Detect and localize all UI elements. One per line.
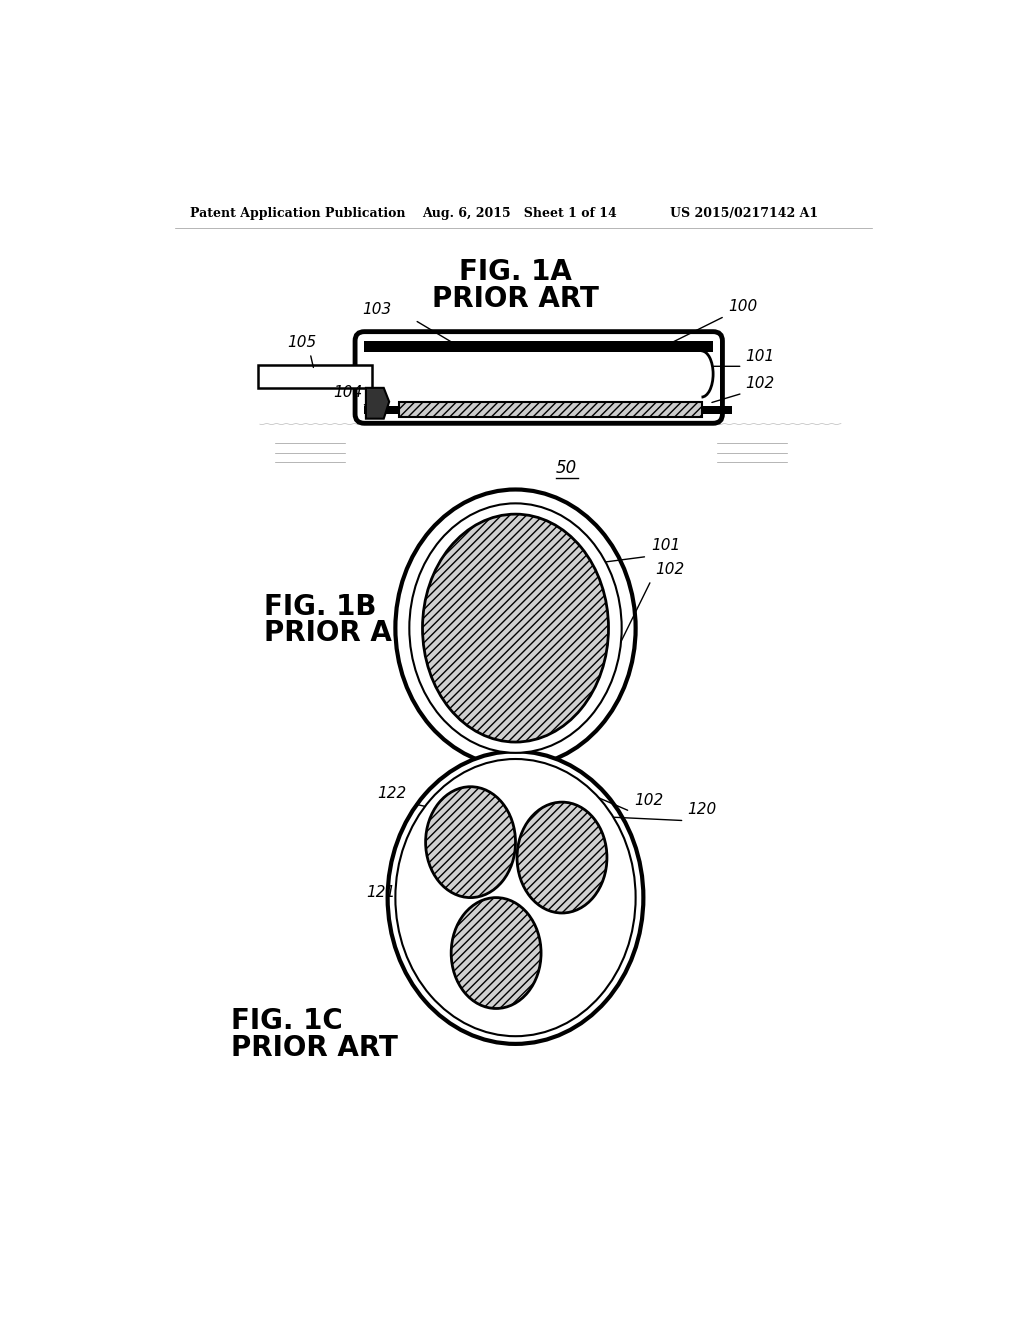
Text: Aug. 6, 2015   Sheet 1 of 14: Aug. 6, 2015 Sheet 1 of 14: [423, 207, 617, 220]
Ellipse shape: [517, 803, 607, 913]
Bar: [399, 401, 701, 417]
Bar: [365, 407, 732, 414]
Ellipse shape: [388, 751, 643, 1044]
Text: 102: 102: [655, 562, 684, 577]
Text: FIG. 1B: FIG. 1B: [263, 593, 376, 622]
Text: 120: 120: [687, 803, 717, 817]
Text: PRIOR ART: PRIOR ART: [432, 285, 599, 313]
Text: 102: 102: [745, 376, 775, 391]
Text: US 2015/0217142 A1: US 2015/0217142 A1: [671, 207, 818, 220]
Text: 100: 100: [729, 298, 758, 314]
Text: PRIOR ART: PRIOR ART: [231, 1034, 398, 1061]
Text: 105: 105: [287, 335, 316, 350]
FancyBboxPatch shape: [355, 331, 722, 424]
Polygon shape: [366, 388, 389, 418]
Text: FIG. 1C: FIG. 1C: [231, 1007, 343, 1035]
Text: 122: 122: [378, 785, 407, 800]
Text: 50: 50: [555, 458, 577, 477]
Text: PRIOR ART: PRIOR ART: [263, 619, 430, 648]
Ellipse shape: [423, 515, 608, 742]
Text: 121: 121: [367, 884, 396, 900]
Bar: [258, 364, 372, 388]
Ellipse shape: [452, 898, 541, 1008]
Ellipse shape: [410, 503, 622, 752]
Text: 101: 101: [651, 539, 680, 553]
Ellipse shape: [395, 759, 636, 1036]
Bar: [365, 341, 713, 351]
Text: FIG. 1A: FIG. 1A: [459, 259, 572, 286]
Ellipse shape: [395, 490, 636, 767]
Text: 104: 104: [334, 385, 362, 400]
Text: 102: 102: [634, 793, 664, 808]
Ellipse shape: [426, 787, 515, 898]
Text: Patent Application Publication: Patent Application Publication: [190, 207, 406, 220]
Text: 103: 103: [362, 302, 391, 317]
Text: 101: 101: [745, 348, 775, 364]
